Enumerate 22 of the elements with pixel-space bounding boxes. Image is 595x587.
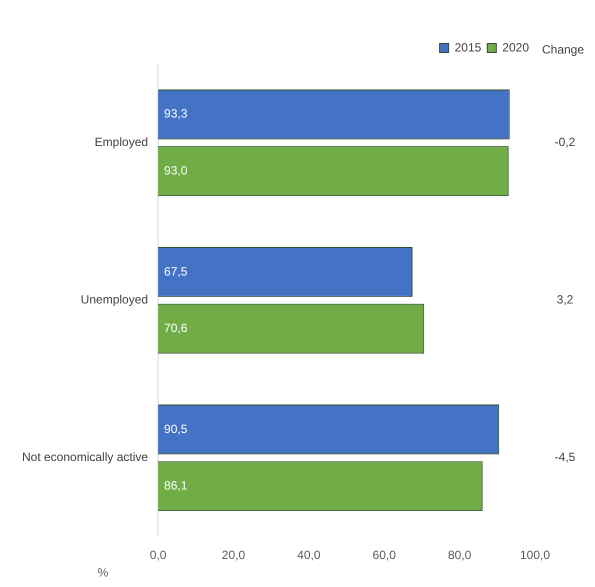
data-label: 93,3 (164, 106, 188, 121)
text: -0,2 (554, 135, 576, 150)
x-axis-title: % (98, 565, 109, 580)
text: -4,5 (554, 450, 576, 464)
y-tick-label: Unemployed (80, 292, 148, 307)
text: 3,2 (556, 292, 574, 307)
data-label: 93,0 (164, 163, 188, 178)
data-label: 70,6 (164, 320, 188, 335)
data-label: 67,5 (164, 264, 188, 278)
legend-label: 2020 (502, 40, 530, 54)
x-tick-label: 60,0 (372, 548, 396, 562)
data-label: 90,5 (164, 422, 188, 436)
y-tick-label: Employed (94, 135, 148, 150)
data-label: 86,1 (164, 478, 188, 492)
y-tick-label: Not economically active (22, 450, 148, 464)
x-tick-label: 80,0 (448, 548, 472, 562)
x-tick-label: 0,0 (150, 548, 167, 562)
text: Change (542, 42, 584, 56)
x-tick-label: 100,0 (520, 548, 550, 562)
x-tick-label: 20,0 (222, 548, 246, 562)
x-tick-label: 40,0 (297, 548, 321, 562)
legend-label: 2015 (454, 40, 482, 54)
